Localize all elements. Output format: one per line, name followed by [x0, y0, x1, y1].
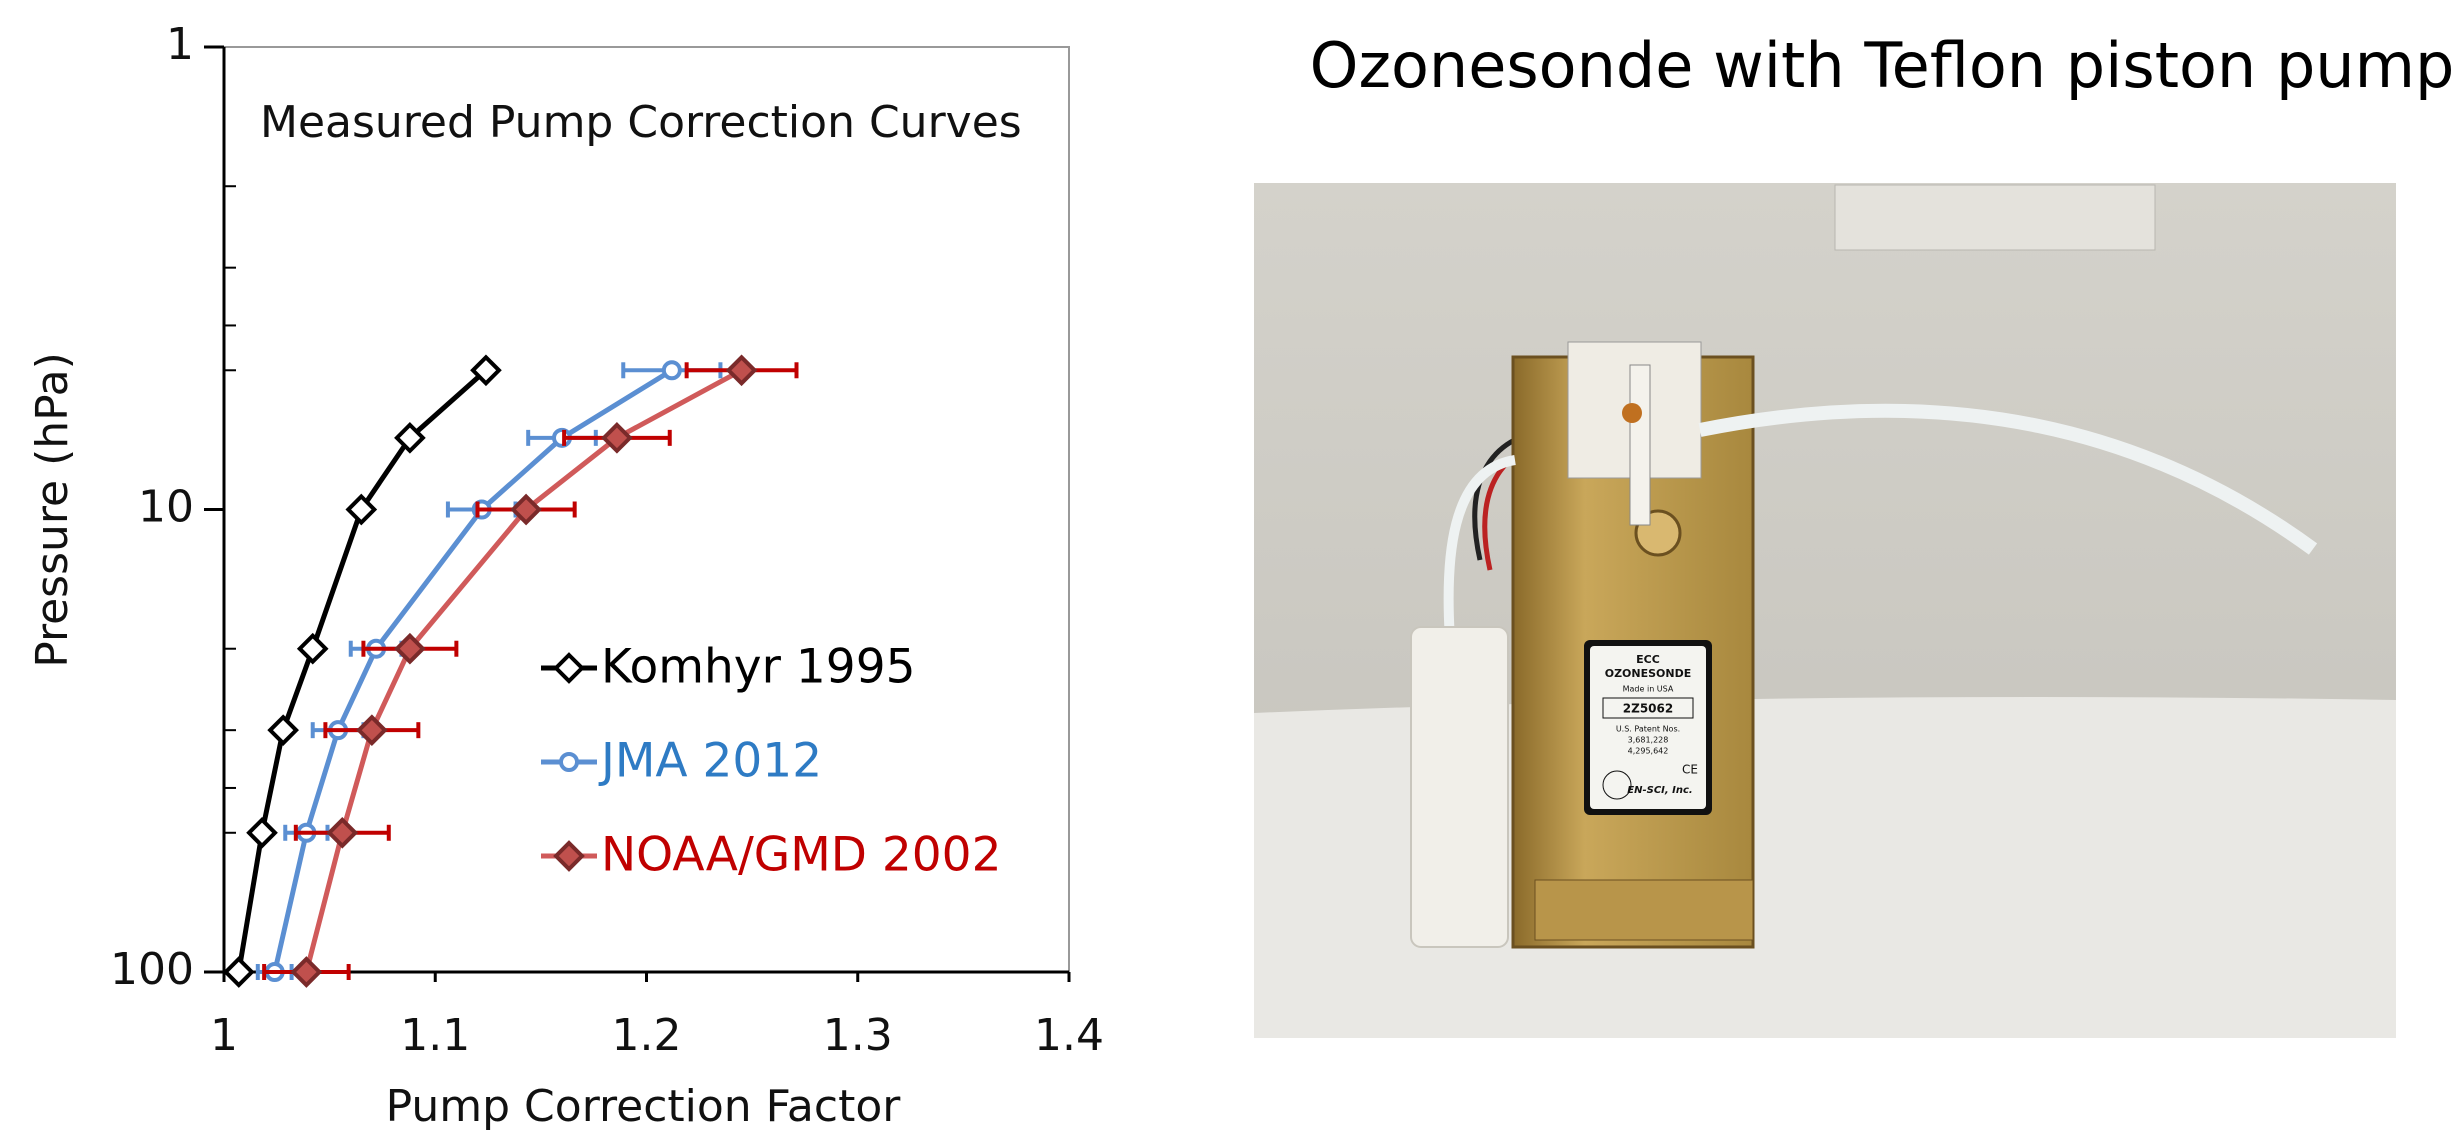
tube — [1698, 403, 2318, 555]
chart-title: Measured Pump Correction Curves — [260, 97, 1022, 148]
label-text: ECC OZONESONDE Made in USA 2Z5062 U.S. P… — [1602, 653, 1698, 800]
cathode-cell — [1410, 626, 1509, 948]
marker — [559, 752, 579, 772]
marker — [356, 714, 388, 746]
serial-box — [1602, 697, 1694, 719]
label-face — [1590, 646, 1706, 809]
marker — [394, 632, 426, 665]
plot: 1 1.1 1.2 1.3 1.4 1 10 100 Komhyr 1995 JMA 2012 NO… — [110, 19, 1104, 1061]
y-axis-title: Pressure (hPa) — [27, 352, 78, 668]
x-tick-label: 1.3 — [823, 1010, 893, 1061]
marker — [725, 354, 758, 387]
marker — [246, 816, 278, 849]
logo — [1602, 770, 1632, 800]
label-line: Made in USA — [1623, 685, 1674, 694]
wall-fixture — [1834, 184, 2156, 251]
label-line: U.S. Patent Nos. — [1616, 725, 1680, 734]
marker — [601, 422, 633, 454]
pump-base — [1534, 879, 1754, 941]
legend-label: NOAA/GMD 2002 — [601, 828, 1002, 883]
tube — [1443, 455, 1516, 641]
pump-piston — [1629, 364, 1651, 526]
x-tick-label: 1 — [210, 1010, 238, 1061]
marker — [510, 493, 542, 526]
marker — [326, 816, 359, 849]
y-tick-label: 1 — [166, 19, 194, 70]
x-tick-label: 1.4 — [1034, 1010, 1104, 1061]
y-tick-label: 10 — [138, 482, 194, 533]
legend-label: JMA 2012 — [598, 734, 822, 789]
marker — [345, 493, 378, 526]
label-line: ECC — [1636, 653, 1660, 666]
label-line: EN-SCI, Inc. — [1627, 785, 1692, 796]
marker — [470, 354, 502, 387]
marker — [553, 652, 585, 684]
marker — [296, 632, 329, 665]
label-line: OZONESONDE — [1605, 667, 1692, 680]
x-axis-title: Pump Correction Factor — [386, 1081, 902, 1132]
label-line: 4,295,642 — [1628, 747, 1669, 756]
x-tick-label: 1.1 — [400, 1010, 470, 1061]
screw — [1622, 403, 1642, 423]
marker — [661, 360, 682, 381]
x-tick-label: 1.2 — [612, 1010, 682, 1061]
marker — [222, 956, 255, 988]
label-line: CE — [1682, 763, 1698, 777]
marker — [267, 714, 299, 746]
photo-title: Ozonesonde with Teflon piston pump — [1310, 29, 2455, 102]
y-tick-label: 100 — [110, 944, 194, 995]
label-line: 3,681,228 — [1628, 736, 1669, 745]
photo: ECC OZONESONDE Made in USA 2Z5062 U.S. P… — [1254, 183, 2396, 1038]
marker — [290, 956, 323, 988]
marker — [394, 422, 426, 454]
legend-label: Komhyr 1995 — [601, 640, 916, 695]
label-line: 2Z5062 — [1623, 702, 1673, 716]
marker — [553, 840, 585, 872]
